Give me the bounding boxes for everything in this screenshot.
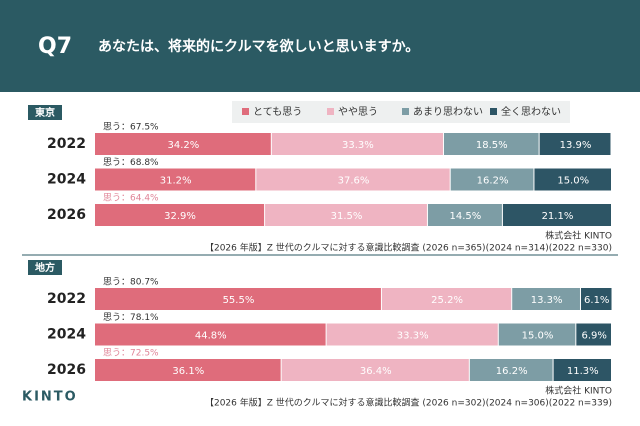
bar-segment — [539, 133, 611, 155]
bar-segment — [498, 323, 576, 346]
value-label: 18.5% — [476, 140, 508, 151]
legend-swatch — [490, 108, 497, 115]
bar-segment — [553, 359, 611, 381]
source-company: 株式会社 KINTO — [545, 230, 612, 242]
y-tick-label: 2026 — [47, 207, 86, 223]
section-label-box — [28, 260, 62, 275]
bar-segment — [95, 323, 326, 346]
value-label: 33.3% — [342, 140, 374, 151]
value-label: 6.1% — [584, 295, 609, 306]
y-tick-label: 2024 — [47, 172, 86, 188]
bar-segment — [502, 204, 611, 226]
value-label: 36.4% — [360, 366, 392, 377]
y-tick-label: 2026 — [47, 362, 86, 378]
legend-label: とても思う — [253, 106, 302, 118]
y-tick-label: 2022 — [47, 291, 86, 307]
value-label: 15.0% — [557, 176, 589, 187]
value-label: 16.2% — [496, 366, 528, 377]
value-label: 25.2% — [431, 295, 463, 306]
summary-label: 思う：72.5% — [103, 348, 159, 359]
value-label: 36.1% — [172, 366, 204, 377]
legend-label: やや思う — [338, 106, 378, 118]
summary-label: 思う：64.4% — [103, 193, 159, 204]
bar-segment — [576, 323, 611, 346]
bar-segment — [271, 133, 443, 155]
bar-segment — [427, 204, 502, 226]
value-label: 15.0% — [522, 331, 554, 342]
value-label: 6.9% — [581, 331, 606, 342]
summary-label: 思う：68.8% — [103, 157, 159, 168]
summary-label: 思う：67.5% — [103, 122, 159, 133]
value-label: 34.2% — [168, 140, 200, 151]
value-label: 13.3% — [531, 295, 563, 306]
bar-segment — [534, 168, 611, 191]
section-label: 東京 — [35, 106, 55, 119]
legend-swatch — [402, 108, 409, 115]
value-label: 13.9% — [560, 140, 592, 151]
bar-segment — [381, 288, 512, 310]
source: 【2026 年版】Z 世代のクルマに対する意識比較調査 (2026 n=365)… — [205, 242, 612, 254]
summary-label: 思う：80.7% — [103, 277, 159, 288]
bar-segment — [95, 288, 381, 310]
legend-label: あまり思わない — [413, 106, 483, 118]
source-company: 株式会社 KINTO — [545, 385, 612, 397]
summary-label: 思う：78.1% — [103, 312, 159, 323]
value-label: 55.5% — [223, 295, 255, 306]
legend-label: 全く思わない — [501, 105, 561, 118]
logo: KINTO — [22, 390, 78, 405]
value-label: 31.5% — [331, 211, 363, 222]
value-label: 33.3% — [397, 331, 429, 342]
value-label: 31.2% — [160, 176, 192, 187]
bar-segment — [326, 323, 498, 346]
bar-segment — [95, 168, 256, 191]
value-label: 11.3% — [567, 366, 599, 377]
bar-segment — [265, 204, 427, 226]
bar-segment — [512, 288, 580, 310]
bar-segment — [95, 359, 281, 381]
y-tick-label: 2024 — [47, 327, 86, 343]
value-label: 21.1% — [542, 211, 574, 222]
bar-segment — [443, 133, 539, 155]
value-label: 37.6% — [338, 176, 370, 187]
bar-segment — [95, 204, 265, 226]
y-tick-label: 2022 — [47, 136, 86, 152]
legend-swatch — [242, 108, 249, 115]
bar-segment — [256, 168, 450, 191]
bar-segment — [281, 359, 469, 381]
bar-segment — [580, 288, 612, 310]
legend-swatch — [327, 108, 334, 115]
section-label: 地方 — [35, 261, 55, 274]
value-label: 16.2% — [477, 176, 509, 187]
value-label: 14.5% — [450, 211, 482, 222]
legend-box — [232, 101, 570, 123]
value-label: 32.9% — [164, 211, 196, 222]
question-number: Q7 — [38, 34, 72, 59]
value-label: 44.8% — [195, 331, 227, 342]
bar-segment — [95, 133, 271, 155]
bar-segment — [469, 359, 553, 381]
bar-segment — [450, 168, 534, 191]
header-band — [0, 0, 640, 92]
section-label-box — [28, 105, 62, 120]
question-text: あなたは、将来的にクルマを欲しいと思いますか。 — [98, 38, 419, 55]
source: 【2026 年版】Z 世代のクルマに対する意識比較調査 (2026 n=302)… — [205, 397, 612, 409]
